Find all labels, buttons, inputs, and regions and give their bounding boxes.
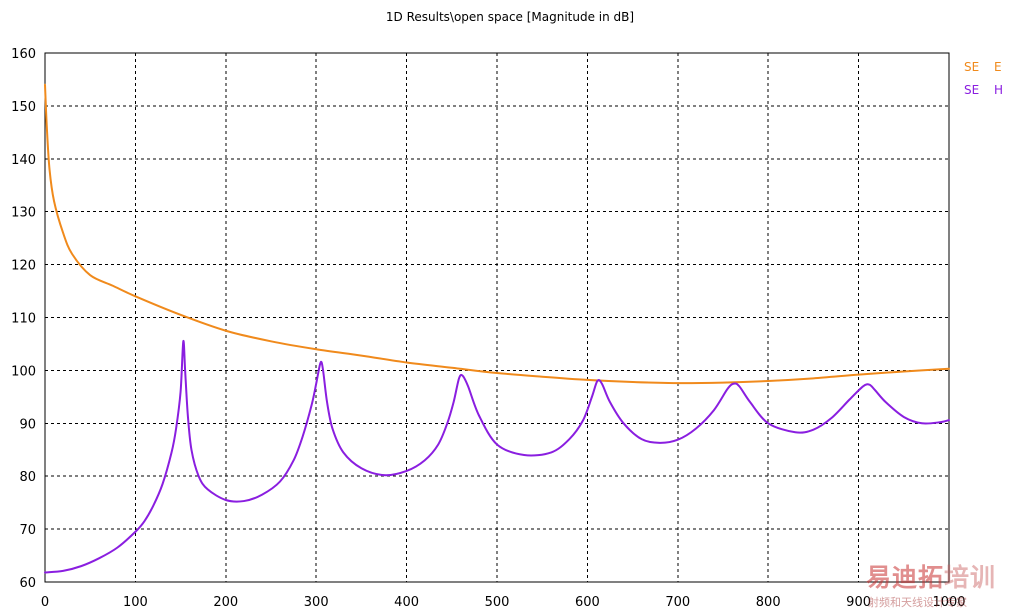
- x-tick-label: 300: [304, 595, 329, 610]
- x-tick-label: 500: [485, 595, 510, 610]
- y-tick-label: 60: [19, 576, 36, 591]
- y-tick-label: 70: [19, 523, 36, 538]
- x-tick-label: 1000: [932, 595, 965, 610]
- x-tick-label: 600: [575, 595, 600, 610]
- series-group: [44, 83, 950, 574]
- y-tick-label: 100: [11, 364, 36, 379]
- series-line-se-h: [44, 340, 950, 574]
- watermark-brand-part2: 培训: [944, 563, 997, 592]
- legend-label-se-e-part1: SE: [964, 60, 980, 74]
- x-tick-label: 200: [213, 595, 238, 610]
- x-tick-label: 0: [41, 595, 49, 610]
- y-tick-label: 150: [11, 100, 36, 115]
- legend-item-se-e: SE E: [964, 60, 1002, 74]
- y-tick-label: 140: [11, 153, 36, 168]
- legend-label-se-h-part1: SE: [964, 83, 980, 97]
- watermark-brand-part1: 易迪拓: [866, 563, 945, 592]
- chart-title: 1D Results\open space [Magnitude in dB]: [385, 10, 635, 24]
- x-tick-label: 100: [123, 595, 148, 610]
- y-tick-label: 120: [11, 259, 36, 274]
- y-tick-label: 130: [11, 206, 36, 221]
- grid-lines: [45, 53, 949, 582]
- plot-border: [44, 52, 950, 583]
- legend-label-se-e-part2: E: [994, 60, 1002, 74]
- legend-item-se-h: SE H: [964, 83, 1003, 97]
- plot-frame: [44, 52, 950, 583]
- y-tick-label: 110: [11, 312, 36, 327]
- x-tick-label: 800: [756, 595, 781, 610]
- watermark-brand: 易迪拓培训: [866, 558, 996, 594]
- legend-label-se-h-part2: H: [994, 83, 1004, 97]
- y-axis: 60 70 80 90 100 110 120 130 140 150 160: [11, 47, 36, 591]
- watermark-logo: 易迪拓培训 射频和天线设计专家: [866, 558, 1018, 610]
- x-tick-label: 400: [394, 595, 419, 610]
- watermark-slogan: 射频和天线设计专家: [868, 596, 967, 609]
- series-line-se-e: [44, 83, 950, 385]
- x-tick-label: 700: [665, 595, 690, 610]
- y-tick-label: 160: [11, 47, 36, 62]
- x-axis: 0 100 200 300 400 500 600 700 800 900 1000: [41, 595, 966, 610]
- y-tick-label: 90: [19, 417, 36, 432]
- x-tick-label: 900: [846, 595, 871, 610]
- y-tick-label: 80: [19, 470, 36, 485]
